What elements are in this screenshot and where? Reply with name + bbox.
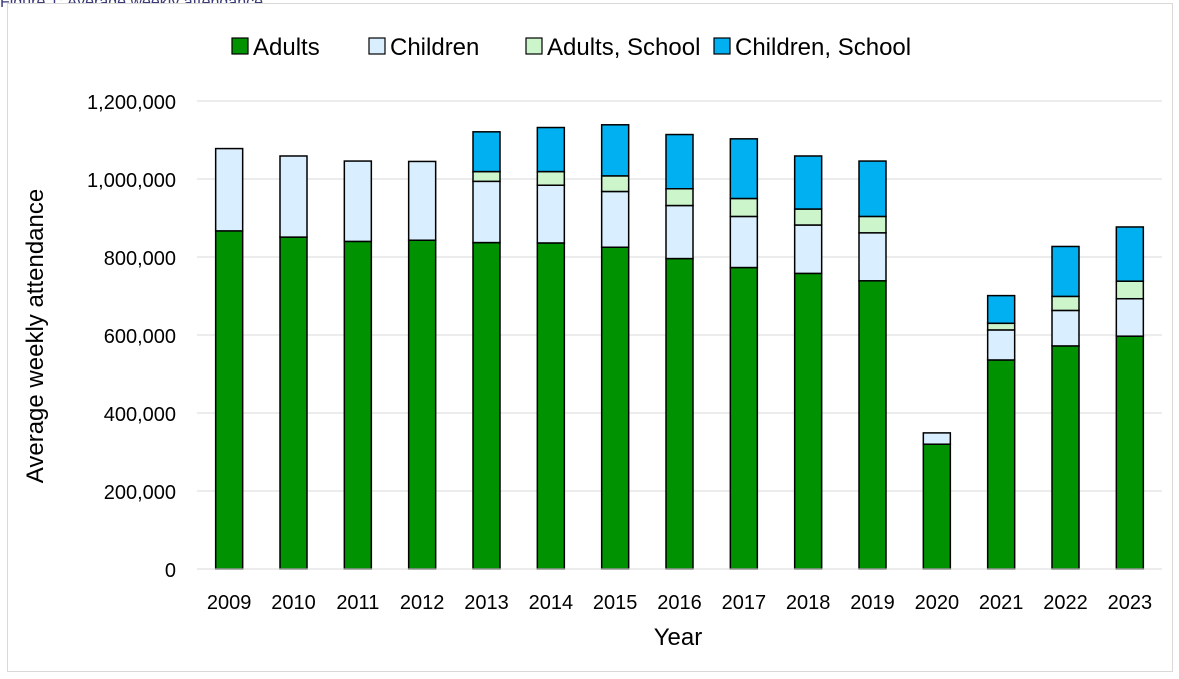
x-tick-label: 2018 xyxy=(786,592,831,614)
bar-segment-adults-school xyxy=(858,215,887,234)
bar-segment-adults xyxy=(665,257,694,570)
legend-label: Children, School xyxy=(735,34,911,61)
y-tick-label: 1,200,000 xyxy=(87,92,176,114)
bar-segment-children xyxy=(665,204,694,260)
legend: Adults Children Adults, School Children, Sc… xyxy=(231,34,911,61)
bar-segment-children-school xyxy=(600,124,630,177)
bar-segment-children xyxy=(343,160,373,243)
bar-segment-children-school xyxy=(665,133,694,190)
bar-segment-children-school xyxy=(536,126,566,173)
bar-segment-children xyxy=(986,329,1016,361)
bar-segment-adults xyxy=(729,266,759,570)
bar-segment-children xyxy=(536,184,566,244)
bar-segment-adults-school xyxy=(986,322,1016,331)
x-tick-label: 2013 xyxy=(464,592,509,614)
bar-segment-children-school xyxy=(986,294,1016,325)
bar-segment-adults xyxy=(986,359,1016,570)
bar-segment-adults xyxy=(1115,335,1145,570)
bar-segment-children-school xyxy=(793,155,823,210)
y-tick-label: 0 xyxy=(165,560,176,582)
bar-segment-adults-school xyxy=(1051,295,1080,312)
x-tick-label: 2022 xyxy=(1043,592,1088,614)
bar-segment-children-school xyxy=(1115,226,1145,282)
bar-segment-children xyxy=(214,147,244,232)
legend-label: Children xyxy=(390,34,479,61)
bar-segment-adults xyxy=(407,239,437,570)
bar-segment-adults-school xyxy=(600,175,630,193)
legend-swatch xyxy=(713,37,731,55)
bar-segment-children-school xyxy=(858,160,887,218)
x-tick-label: 2017 xyxy=(722,592,767,614)
bar-segment-children-school xyxy=(472,131,501,173)
x-tick-label: 2014 xyxy=(529,592,574,614)
bar-segment-adults xyxy=(922,443,952,570)
bar-segment-children xyxy=(472,180,501,244)
bar-segment-children xyxy=(279,155,308,238)
y-tick-label: 800,000 xyxy=(104,248,176,270)
bar-segment-children-school xyxy=(1051,245,1080,298)
bar-segment-children xyxy=(729,215,759,269)
bar-segment-adults-school xyxy=(665,188,694,207)
x-tick-label: 2021 xyxy=(979,592,1024,614)
bar-segment-children xyxy=(858,232,887,282)
y-tick-label: 1,000,000 xyxy=(87,170,176,192)
bar-segment-adults-school xyxy=(793,208,823,226)
bars xyxy=(214,124,1145,570)
legend-label: Adults xyxy=(253,34,320,61)
legend-label: Adults, School xyxy=(547,34,700,61)
x-tick-label: 2023 xyxy=(1108,592,1153,614)
bar-segment-adults-school xyxy=(1115,280,1145,300)
bar-segment-adults xyxy=(343,240,373,570)
bar-segment-adults xyxy=(214,230,244,570)
bar-segment-adults-school xyxy=(729,197,759,218)
bar-segment-adults xyxy=(279,236,308,570)
x-tick-label: 2012 xyxy=(400,592,445,614)
x-tick-label: 2015 xyxy=(593,592,638,614)
bar-segment-adults xyxy=(536,242,566,570)
x-tick-label: 2019 xyxy=(850,592,895,614)
bar-segment-children xyxy=(407,160,437,241)
legend-swatch xyxy=(525,37,543,55)
bar-segment-children xyxy=(922,432,952,445)
bar-segment-children xyxy=(793,224,823,275)
x-axis-title: Year xyxy=(654,624,703,651)
x-tick-label: 2016 xyxy=(657,592,702,614)
chart-frame xyxy=(7,3,1173,672)
legend-swatch xyxy=(231,37,249,55)
axes: 0 200,000 400,000 600,000 800,000 1,000,000 1,… xyxy=(87,92,1162,614)
y-axis-title: Average weekly attendance xyxy=(22,189,49,483)
bar-segment-adults xyxy=(793,272,823,570)
bar-segment-children-school xyxy=(729,138,759,200)
bar-segment-adults-school xyxy=(536,170,566,186)
bar-segment-adults xyxy=(1051,345,1080,570)
x-tick-label: 2011 xyxy=(336,592,379,614)
bar-segment-adults xyxy=(600,246,630,570)
x-tick-label: 2010 xyxy=(271,592,316,614)
x-tick-label: 2020 xyxy=(915,592,960,614)
legend-swatch xyxy=(368,37,386,55)
bar-segment-adults xyxy=(858,280,887,570)
x-tick-label: 2009 xyxy=(207,592,252,614)
bar-segment-children xyxy=(1051,309,1080,347)
bar-segment-adults-school xyxy=(472,170,501,183)
y-tick-label: 400,000 xyxy=(104,404,176,426)
bar-segment-children xyxy=(600,190,630,248)
bar-segment-adults xyxy=(472,241,501,570)
y-tick-label: 200,000 xyxy=(104,482,176,504)
bar-segment-children xyxy=(1115,297,1145,337)
y-tick-label: 600,000 xyxy=(104,326,176,348)
